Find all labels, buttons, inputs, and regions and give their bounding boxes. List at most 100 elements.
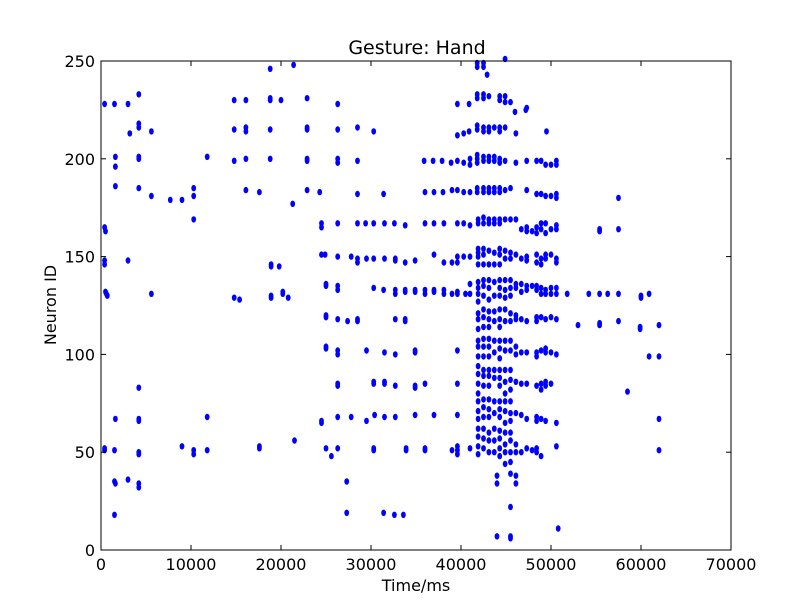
data-point (392, 351, 398, 358)
data-point (392, 382, 398, 389)
data-point (497, 413, 503, 421)
data-point (204, 413, 210, 421)
data-point (355, 157, 360, 164)
data-point (149, 128, 154, 135)
data-point (513, 378, 519, 385)
data-point (508, 437, 513, 444)
data-point (441, 259, 447, 266)
data-point (285, 294, 291, 301)
data-point (529, 282, 535, 290)
data-point (486, 323, 492, 331)
data-point (486, 449, 492, 456)
data-point (486, 343, 492, 350)
data-point (319, 419, 324, 427)
data-point (491, 188, 497, 196)
data-point (534, 190, 539, 198)
data-point (431, 188, 437, 196)
data-point (475, 278, 481, 286)
data-point (291, 61, 296, 69)
data-point (529, 447, 535, 454)
data-point (319, 251, 324, 258)
data-point (548, 314, 554, 321)
data-point (494, 533, 500, 540)
data-point (502, 429, 508, 436)
data-point (392, 257, 398, 264)
data-point (204, 447, 210, 454)
data-point (481, 323, 486, 331)
data-point (474, 95, 480, 102)
data-point (136, 451, 142, 458)
data-point (491, 366, 497, 374)
data-point (502, 93, 508, 100)
data-point (494, 480, 500, 487)
data-point (486, 247, 492, 254)
data-point (481, 372, 486, 380)
data-point (524, 286, 530, 294)
data-point (467, 290, 473, 297)
data-point (475, 370, 481, 378)
data-point (508, 366, 513, 374)
data-point (402, 317, 408, 325)
data-point (481, 128, 486, 135)
data-point (422, 188, 428, 196)
data-point (448, 159, 454, 166)
data-point (475, 261, 481, 268)
data-point (497, 261, 503, 268)
data-point (475, 298, 481, 305)
data-point (524, 228, 530, 235)
data-point (486, 284, 492, 292)
data-point (481, 306, 486, 313)
data-point (518, 280, 524, 288)
data-point (502, 378, 508, 385)
data-point (508, 503, 513, 511)
data-point (575, 321, 581, 329)
data-point (344, 509, 350, 516)
data-point (179, 196, 185, 204)
data-point (486, 372, 492, 380)
data-point (513, 343, 519, 350)
data-point (486, 382, 492, 389)
data-point (502, 186, 508, 194)
data-point (508, 449, 513, 456)
data-point (136, 384, 142, 391)
data-point (502, 286, 508, 294)
data-point (481, 382, 486, 389)
data-point (449, 447, 455, 454)
data-point (497, 398, 503, 405)
data-point (455, 157, 460, 164)
data-point (455, 253, 460, 260)
data-point (512, 108, 518, 116)
data-point (508, 310, 513, 317)
data-point (125, 100, 131, 108)
data-point (518, 349, 524, 356)
data-point (304, 95, 310, 102)
data-point (502, 294, 508, 301)
data-point (467, 253, 473, 260)
data-point (616, 194, 621, 202)
data-point (491, 157, 497, 164)
data-point (502, 157, 508, 164)
data-point (518, 288, 524, 295)
data-point (441, 290, 447, 297)
data-point (538, 284, 544, 292)
plot-frame (100, 60, 732, 551)
data-point (513, 409, 519, 417)
data-point (497, 220, 503, 227)
data-point (491, 449, 497, 456)
data-point (243, 186, 249, 194)
data-point (191, 184, 197, 192)
data-point (497, 306, 503, 313)
data-point (364, 417, 369, 425)
data-point (382, 349, 387, 356)
data-point (243, 155, 249, 162)
data-point (481, 261, 486, 268)
data-point (455, 259, 460, 266)
data-point (543, 316, 548, 323)
data-point (267, 96, 273, 104)
data-point (518, 255, 524, 262)
data-point (508, 386, 513, 393)
y-tick-label: 100 (64, 345, 95, 364)
data-point (486, 308, 492, 315)
data-point (543, 382, 548, 389)
data-point (382, 380, 387, 387)
